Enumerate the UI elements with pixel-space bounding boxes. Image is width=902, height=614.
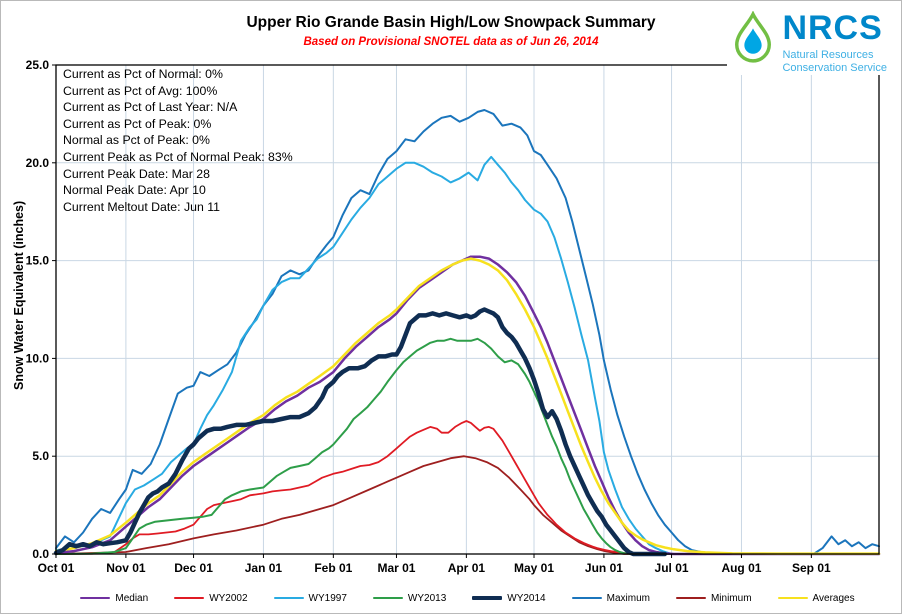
nrcs-logo: NRCS Natural Resources Conservation Serv… [727,11,887,75]
legend: Median WY2002 WY1997 WY2013 WY2014 Maximum Min… [56,588,879,608]
y-tick-label: 5.0 [32,449,49,463]
series-averages [54,257,881,555]
legend-swatch-minimum [675,597,706,599]
x-tick-label: Mar 01 [377,561,415,575]
y-axis-label: Snow Water Equivalent (inches) [12,200,26,390]
nrcs-logo-text: NRCS Natural Resources Conservation Serv… [782,11,887,75]
legend-label: Minimum [710,592,752,604]
nrcs-org-line2: Conservation Service [782,62,887,74]
legend-item-median: Median [80,593,148,604]
x-tick-label: May 01 [514,561,554,575]
nrcs-org-name: Natural Resources Conservation Service [782,49,887,75]
legend-item-wy2013: WY2013 [372,592,447,604]
legend-swatch-wy2014 [472,595,503,601]
y-tick-label: 20.0 [26,156,50,170]
legend-item-wy2014: WY2014 [472,592,546,604]
series-wy2002 [55,420,880,555]
series-minimum [55,455,880,555]
y-tick-label: 15.0 [26,254,50,268]
x-tick-label: Jun 01 [585,561,623,575]
chart-subtitle: Based on Provisional SNOTEL data as of J… [303,36,599,48]
legend-item-wy2002: WY2002 [174,592,248,604]
y-tick-label: 10.0 [26,351,50,365]
stat-normal-pct-of-peak: Normal as Pct of Peak: 0% [63,133,210,148]
legend-label: Maximum [606,592,650,604]
legend-item-averages: Averages [777,592,855,604]
x-tick-label: Dec 01 [174,561,213,575]
stat-pct-of-last-year: Current as Pct of Last Year: N/A [63,100,238,115]
x-tick-label: Oct 01 [38,561,75,575]
y-tick-label: 0.0 [32,547,49,561]
x-tick-label: Aug 01 [721,561,761,575]
x-tick-label: Jan 01 [245,561,283,575]
stat-meltout-date: Current Meltout Date: Jun 11 [63,199,220,214]
page-title: Upper Rio Grande Basin High/Low Snowpack… [246,14,656,31]
series-median [54,255,881,556]
plot-border [55,64,880,555]
series-wy1997 [55,155,880,555]
nrcs-org-line1: Natural Resources [782,49,874,61]
y-tick-label: 25.0 [26,58,50,72]
legend-label: WY1997 [308,592,347,604]
water-drop-icon [735,11,772,63]
stat-pct-of-normal: Current as Pct of Normal: 0% [63,67,223,81]
stat-normal-peak-date: Normal Peak Date: Apr 10 [63,183,206,198]
stat-peak-pct-normal-peak: Current Peak as Pct of Normal Peak: 83% [63,149,293,164]
legend-label: WY2002 [209,592,248,604]
x-tick-label: Nov 01 [106,561,146,575]
nrcs-wordmark: NRCS [782,9,883,47]
legend-label: WY2014 [507,592,546,604]
stats-block: Current as Pct of Normal: 0% Current as … [63,66,293,215]
legend-item-wy1997: WY1997 [273,592,347,604]
x-tick-label: Jul 01 [655,561,689,575]
legend-label: Averages [812,592,855,604]
legend-swatch-wy2002 [174,597,205,599]
legend-swatch-wy1997 [273,597,304,599]
legend-swatch-averages [777,596,808,600]
series-maximum [55,109,880,555]
stat-current-peak-date: Current Peak Date: Mar 28 [63,166,210,181]
series-wy2013 [55,337,880,555]
series-wy2014 [53,307,668,557]
stat-pct-of-peak: Current as Pct of Peak: 0% [63,116,212,131]
stat-pct-of-avg: Current as Pct of Avg: 100% [63,83,218,98]
legend-item-maximum: Maximum [571,592,650,604]
x-tick-label: Feb 01 [314,561,352,575]
legend-swatch-wy2013 [372,597,403,599]
legend-label: WY2013 [407,592,447,604]
legend-swatch-maximum [571,597,602,599]
legend-item-minimum: Minimum [675,592,752,604]
legend-label: Median [115,592,149,604]
x-tick-label: Sep 01 [792,561,831,575]
x-tick-label: Apr 01 [448,561,486,575]
legend-swatch-median [80,596,111,600]
